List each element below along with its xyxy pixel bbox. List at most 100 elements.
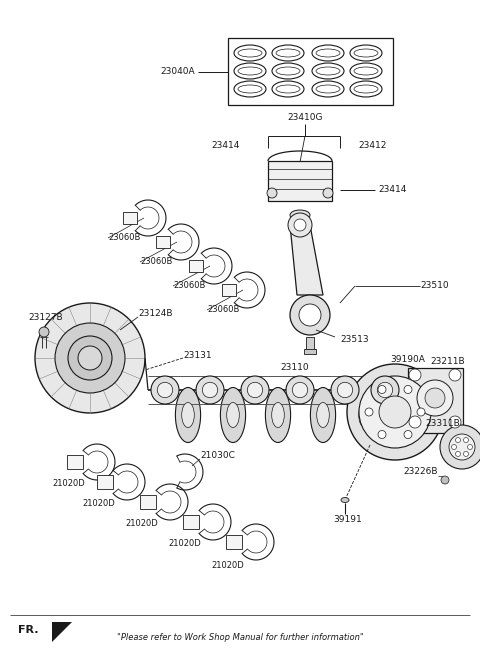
Circle shape: [417, 408, 425, 416]
Circle shape: [440, 425, 480, 469]
Circle shape: [379, 396, 411, 428]
Bar: [226, 535, 242, 549]
Text: 23124B: 23124B: [138, 310, 172, 319]
Circle shape: [404, 430, 412, 438]
Text: 21020D: 21020D: [125, 518, 158, 527]
Polygon shape: [290, 225, 323, 295]
Text: 23414: 23414: [378, 186, 407, 194]
Circle shape: [441, 476, 449, 484]
Circle shape: [456, 451, 460, 457]
Ellipse shape: [220, 388, 246, 443]
Ellipse shape: [341, 497, 349, 502]
Circle shape: [425, 388, 445, 408]
Circle shape: [449, 434, 475, 460]
Circle shape: [290, 295, 330, 335]
Text: 21030C: 21030C: [200, 451, 235, 459]
Text: FR.: FR.: [18, 625, 38, 635]
Circle shape: [449, 369, 461, 381]
Ellipse shape: [182, 403, 194, 428]
Circle shape: [288, 213, 312, 237]
Text: 23040A: 23040A: [160, 68, 195, 77]
Text: 23060B: 23060B: [108, 234, 140, 243]
Text: 23110: 23110: [281, 363, 309, 373]
Circle shape: [247, 382, 263, 398]
Circle shape: [365, 408, 373, 416]
Circle shape: [39, 327, 49, 337]
Circle shape: [377, 382, 393, 398]
Text: 23127B: 23127B: [28, 314, 62, 323]
Text: 23414: 23414: [212, 140, 240, 150]
Text: 23410G: 23410G: [287, 113, 323, 123]
Bar: [306, 337, 314, 351]
Circle shape: [359, 376, 431, 448]
Circle shape: [409, 416, 421, 428]
Bar: [156, 236, 170, 248]
Ellipse shape: [352, 388, 378, 443]
Text: 23412: 23412: [358, 140, 386, 150]
Text: "Please refer to Work Shop Manual for further information": "Please refer to Work Shop Manual for fu…: [117, 634, 363, 642]
Circle shape: [151, 376, 179, 404]
Circle shape: [35, 303, 145, 413]
Ellipse shape: [359, 403, 372, 428]
Ellipse shape: [317, 403, 329, 428]
Circle shape: [292, 382, 308, 398]
Circle shape: [294, 219, 306, 231]
Circle shape: [464, 438, 468, 443]
Ellipse shape: [227, 403, 240, 428]
Text: 23060B: 23060B: [207, 306, 240, 314]
Circle shape: [68, 336, 112, 380]
Circle shape: [452, 445, 456, 449]
Circle shape: [417, 380, 453, 416]
Text: 21020D: 21020D: [168, 539, 201, 548]
Circle shape: [196, 376, 224, 404]
Text: 23513: 23513: [340, 335, 369, 344]
Bar: [408, 368, 463, 433]
Circle shape: [299, 304, 321, 326]
Ellipse shape: [175, 388, 201, 443]
Bar: [97, 475, 113, 489]
Bar: [123, 212, 137, 224]
Circle shape: [409, 369, 421, 381]
Bar: [304, 349, 316, 354]
Circle shape: [331, 376, 359, 404]
Text: 21020D: 21020D: [82, 499, 115, 508]
Circle shape: [337, 382, 353, 398]
Circle shape: [347, 364, 443, 460]
Text: 23226B: 23226B: [404, 468, 438, 476]
Ellipse shape: [290, 210, 310, 220]
Circle shape: [55, 323, 125, 393]
Bar: [67, 455, 83, 469]
Bar: [228, 38, 393, 105]
Circle shape: [449, 416, 461, 428]
Text: 23510: 23510: [420, 281, 449, 291]
Circle shape: [241, 376, 269, 404]
Text: 21020D: 21020D: [52, 478, 85, 487]
Bar: [183, 515, 199, 529]
Text: 23131: 23131: [183, 350, 212, 359]
Circle shape: [468, 445, 472, 449]
Ellipse shape: [272, 403, 284, 428]
Circle shape: [157, 382, 173, 398]
Circle shape: [456, 438, 460, 443]
Circle shape: [378, 430, 386, 438]
Circle shape: [464, 451, 468, 457]
Bar: [140, 495, 156, 509]
Text: 23311B: 23311B: [425, 419, 460, 428]
Circle shape: [286, 376, 314, 404]
Ellipse shape: [311, 388, 336, 443]
Text: 21020D: 21020D: [211, 560, 244, 569]
Circle shape: [78, 346, 102, 370]
Bar: [189, 260, 203, 272]
Text: 39191: 39191: [334, 516, 362, 525]
Circle shape: [323, 188, 333, 198]
Text: 23060B: 23060B: [140, 258, 172, 266]
Bar: [222, 284, 236, 296]
Bar: [268, 161, 332, 201]
Text: 39190A: 39190A: [390, 356, 425, 365]
Circle shape: [371, 376, 399, 404]
Circle shape: [202, 382, 218, 398]
Polygon shape: [52, 622, 72, 642]
Circle shape: [378, 386, 386, 394]
Circle shape: [404, 386, 412, 394]
Text: 23211B: 23211B: [430, 358, 465, 367]
